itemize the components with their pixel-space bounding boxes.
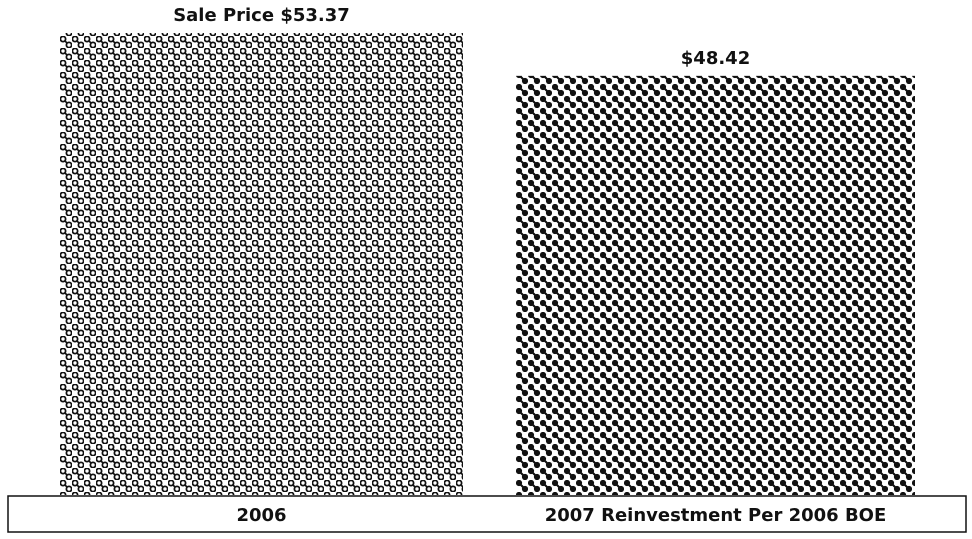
labels: Sale Price $53.37 2006 $48.42 2007 Reinvest…	[173, 5, 886, 526]
category-label: 2006	[236, 505, 286, 526]
bar	[60, 33, 463, 495]
value-label: $48.42	[681, 48, 750, 69]
value-label: Sale Price $53.37	[173, 5, 350, 26]
bar	[516, 75, 915, 495]
category-label: 2007 Reinvestment Per 2006 BOE	[545, 505, 887, 526]
bars	[60, 33, 915, 495]
category-box	[7, 495, 967, 533]
